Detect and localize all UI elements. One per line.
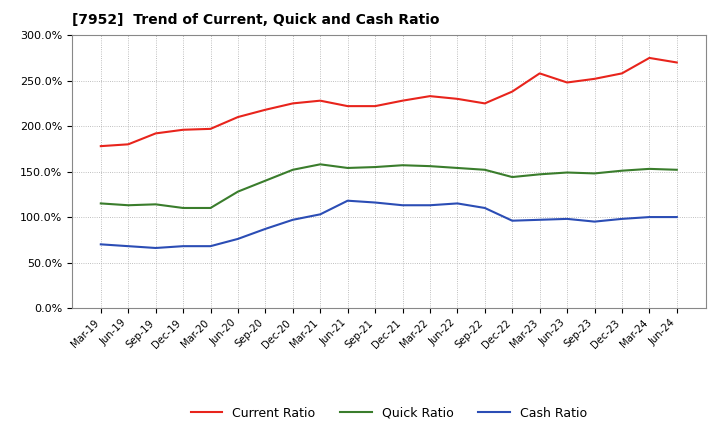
Cash Ratio bbox=[536, 217, 544, 223]
Text: [7952]  Trend of Current, Quick and Cash Ratio: [7952] Trend of Current, Quick and Cash … bbox=[72, 13, 439, 27]
Current Ratio bbox=[206, 126, 215, 132]
Quick Ratio bbox=[645, 166, 654, 172]
Cash Ratio bbox=[645, 214, 654, 220]
Current Ratio bbox=[124, 142, 132, 147]
Quick Ratio bbox=[398, 163, 407, 168]
Line: Cash Ratio: Cash Ratio bbox=[101, 201, 677, 248]
Current Ratio bbox=[179, 127, 187, 132]
Cash Ratio bbox=[480, 205, 489, 211]
Cash Ratio bbox=[563, 216, 572, 221]
Cash Ratio bbox=[124, 243, 132, 249]
Quick Ratio bbox=[261, 178, 270, 183]
Current Ratio bbox=[453, 96, 462, 102]
Cash Ratio bbox=[233, 236, 242, 242]
Quick Ratio bbox=[316, 161, 325, 167]
Cash Ratio bbox=[453, 201, 462, 206]
Cash Ratio bbox=[426, 202, 434, 208]
Current Ratio bbox=[480, 101, 489, 106]
Quick Ratio bbox=[590, 171, 599, 176]
Legend: Current Ratio, Quick Ratio, Cash Ratio: Current Ratio, Quick Ratio, Cash Ratio bbox=[186, 402, 592, 425]
Current Ratio bbox=[316, 98, 325, 103]
Quick Ratio bbox=[480, 167, 489, 172]
Current Ratio bbox=[618, 71, 626, 76]
Quick Ratio bbox=[343, 165, 352, 171]
Cash Ratio bbox=[672, 214, 681, 220]
Quick Ratio bbox=[426, 164, 434, 169]
Quick Ratio bbox=[618, 168, 626, 173]
Current Ratio bbox=[426, 93, 434, 99]
Cash Ratio bbox=[371, 200, 379, 205]
Quick Ratio bbox=[233, 189, 242, 194]
Current Ratio bbox=[289, 101, 297, 106]
Current Ratio bbox=[371, 103, 379, 109]
Cash Ratio bbox=[261, 226, 270, 231]
Current Ratio bbox=[672, 60, 681, 65]
Cash Ratio bbox=[343, 198, 352, 203]
Quick Ratio bbox=[206, 205, 215, 211]
Current Ratio bbox=[261, 107, 270, 112]
Cash Ratio bbox=[398, 202, 407, 208]
Cash Ratio bbox=[179, 243, 187, 249]
Quick Ratio bbox=[371, 165, 379, 170]
Current Ratio bbox=[508, 89, 516, 94]
Cash Ratio bbox=[289, 217, 297, 223]
Cash Ratio bbox=[618, 216, 626, 221]
Quick Ratio bbox=[672, 167, 681, 172]
Quick Ratio bbox=[151, 202, 160, 207]
Quick Ratio bbox=[289, 167, 297, 172]
Current Ratio bbox=[563, 80, 572, 85]
Quick Ratio bbox=[563, 170, 572, 175]
Cash Ratio bbox=[508, 218, 516, 224]
Cash Ratio bbox=[206, 243, 215, 249]
Cash Ratio bbox=[151, 246, 160, 251]
Current Ratio bbox=[398, 98, 407, 103]
Cash Ratio bbox=[316, 212, 325, 217]
Current Ratio bbox=[343, 103, 352, 109]
Line: Current Ratio: Current Ratio bbox=[101, 58, 677, 146]
Current Ratio bbox=[536, 71, 544, 76]
Current Ratio bbox=[645, 55, 654, 61]
Current Ratio bbox=[590, 76, 599, 81]
Quick Ratio bbox=[96, 201, 105, 206]
Cash Ratio bbox=[590, 219, 599, 224]
Quick Ratio bbox=[508, 174, 516, 180]
Quick Ratio bbox=[179, 205, 187, 211]
Quick Ratio bbox=[536, 172, 544, 177]
Quick Ratio bbox=[124, 202, 132, 208]
Quick Ratio bbox=[453, 165, 462, 171]
Cash Ratio bbox=[96, 242, 105, 247]
Current Ratio bbox=[96, 143, 105, 149]
Current Ratio bbox=[233, 114, 242, 120]
Current Ratio bbox=[151, 131, 160, 136]
Line: Quick Ratio: Quick Ratio bbox=[101, 164, 677, 208]
